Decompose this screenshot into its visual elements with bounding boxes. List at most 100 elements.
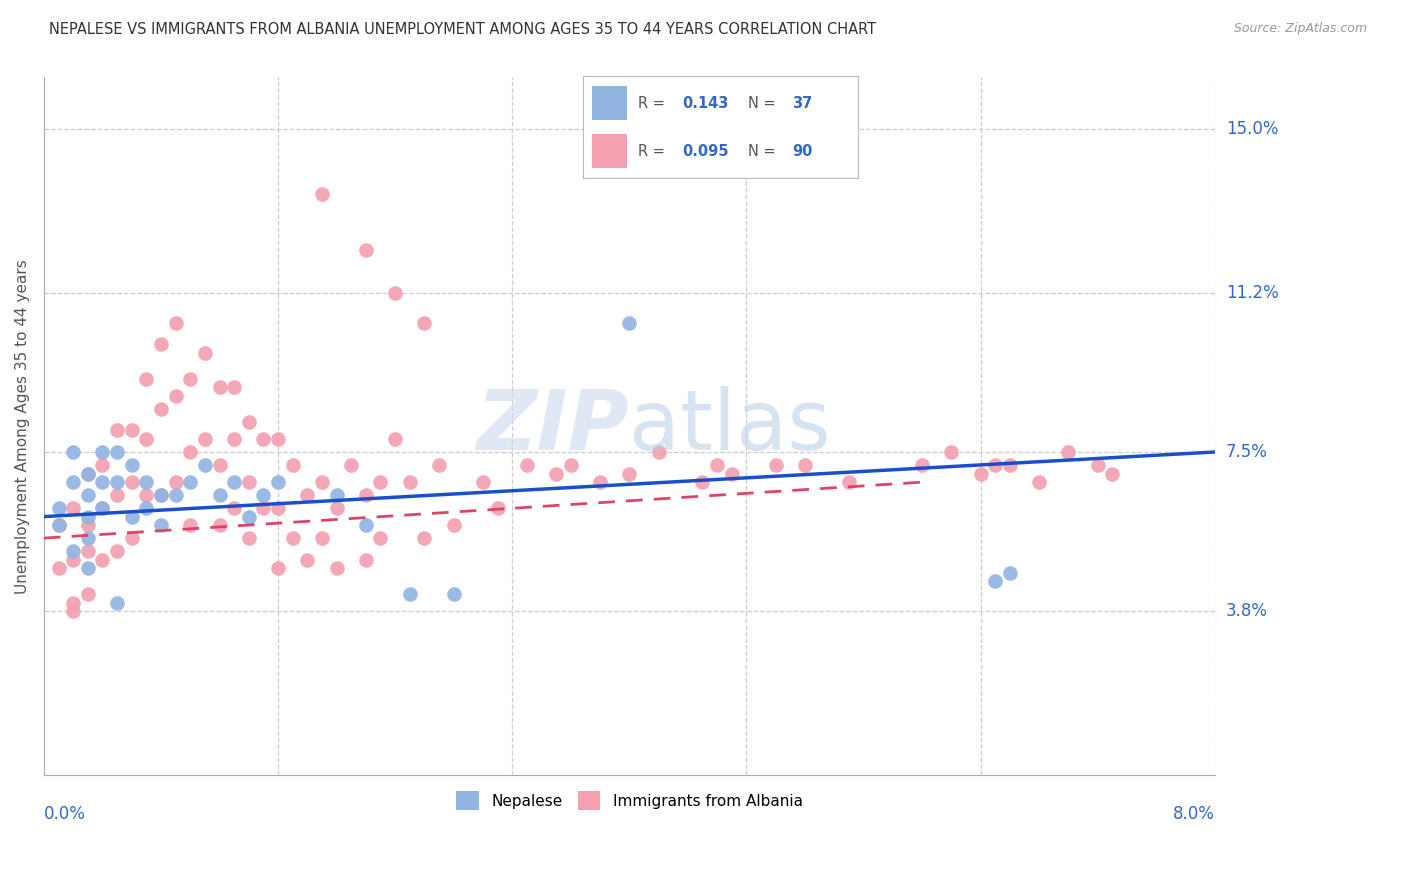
Point: [48, 518, 70, 533]
Point: [165, 389, 187, 403]
Point: [1101, 467, 1123, 481]
Point: [238, 531, 260, 545]
Text: ZIP: ZIP: [477, 385, 630, 467]
Point: [311, 531, 333, 545]
Point: [589, 475, 612, 490]
Point: [179, 518, 201, 533]
Point: [105, 544, 128, 558]
Text: 0.143: 0.143: [682, 95, 728, 111]
Point: [238, 509, 260, 524]
Point: [149, 488, 172, 502]
Text: 0.0%: 0.0%: [44, 805, 86, 823]
Point: [121, 509, 143, 524]
Point: [105, 424, 128, 438]
Point: [370, 475, 392, 490]
Point: [692, 475, 714, 490]
Point: [208, 458, 231, 472]
Point: [619, 316, 641, 330]
Point: [706, 458, 728, 472]
Point: [1057, 445, 1080, 459]
Point: [354, 518, 377, 533]
Point: [76, 587, 98, 601]
Point: [135, 475, 157, 490]
Point: [62, 500, 84, 515]
Point: [1028, 475, 1050, 490]
Point: [48, 518, 70, 533]
Point: [121, 475, 143, 490]
Point: [224, 380, 246, 394]
Point: [311, 186, 333, 201]
Point: [76, 531, 98, 545]
Point: [238, 415, 260, 429]
Point: [62, 596, 84, 610]
Point: [354, 552, 377, 566]
Point: [297, 488, 319, 502]
Point: [179, 445, 201, 459]
Point: [984, 574, 1007, 589]
Point: [91, 500, 114, 515]
Point: [546, 467, 568, 481]
Point: [149, 488, 172, 502]
Point: [720, 467, 742, 481]
Text: N =: N =: [748, 144, 780, 159]
Point: [398, 587, 420, 601]
Point: [105, 596, 128, 610]
Point: [149, 518, 172, 533]
Point: [267, 475, 290, 490]
Point: [384, 432, 406, 446]
Point: [194, 346, 217, 360]
Point: [486, 500, 509, 515]
Point: [325, 500, 347, 515]
Point: [149, 401, 172, 416]
Point: [941, 445, 963, 459]
Point: [121, 531, 143, 545]
Point: [224, 500, 246, 515]
Point: [62, 445, 84, 459]
Point: [48, 500, 70, 515]
Text: Source: ZipAtlas.com: Source: ZipAtlas.com: [1233, 22, 1367, 36]
Point: [76, 509, 98, 524]
Point: [765, 458, 787, 472]
Point: [62, 604, 84, 618]
Point: [135, 432, 157, 446]
Point: [252, 432, 274, 446]
Text: atlas: atlas: [630, 385, 831, 467]
Point: [135, 488, 157, 502]
Point: [91, 458, 114, 472]
Point: [471, 475, 494, 490]
Point: [398, 475, 420, 490]
Point: [105, 488, 128, 502]
Text: 37: 37: [792, 95, 813, 111]
Point: [76, 467, 98, 481]
Text: 0.095: 0.095: [682, 144, 728, 159]
Point: [48, 561, 70, 575]
Point: [179, 475, 201, 490]
Text: 8.0%: 8.0%: [1173, 805, 1215, 823]
Point: [238, 475, 260, 490]
Point: [62, 475, 84, 490]
Point: [208, 518, 231, 533]
Point: [165, 316, 187, 330]
Point: [297, 552, 319, 566]
Point: [619, 467, 641, 481]
Text: 3.8%: 3.8%: [1226, 602, 1268, 620]
Point: [354, 243, 377, 257]
Point: [443, 587, 465, 601]
Point: [267, 561, 290, 575]
Point: [121, 458, 143, 472]
Point: [793, 458, 815, 472]
Point: [76, 467, 98, 481]
Point: [325, 561, 347, 575]
Point: [224, 475, 246, 490]
Point: [62, 552, 84, 566]
Point: [281, 531, 304, 545]
Point: [91, 445, 114, 459]
Point: [91, 500, 114, 515]
Point: [194, 458, 217, 472]
Point: [105, 475, 128, 490]
Point: [91, 475, 114, 490]
Point: [354, 488, 377, 502]
Point: [121, 424, 143, 438]
Point: [413, 316, 436, 330]
Point: [969, 467, 991, 481]
